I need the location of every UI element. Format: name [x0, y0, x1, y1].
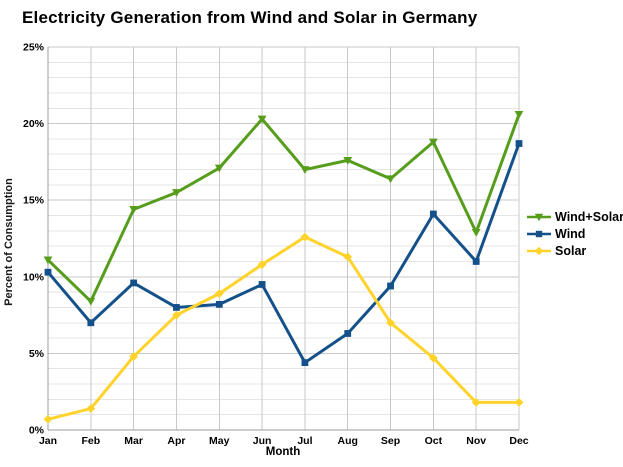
diamond-marker [129, 352, 139, 361]
triangle-marker [343, 156, 353, 165]
y-tick-label: 15% [23, 195, 45, 207]
diamond-marker [428, 353, 438, 363]
y-tick-label: 5% [29, 348, 45, 360]
square-marker [344, 330, 352, 337]
diamond-marker [43, 414, 53, 424]
square-marker [215, 300, 223, 308]
square-marker [301, 359, 309, 366]
x-tick-label: Feb [81, 435, 100, 447]
series-wind [44, 140, 523, 366]
x-tick-label: Jul [297, 435, 312, 447]
y-tick-label: 25% [23, 42, 45, 54]
triangle-marker [214, 164, 224, 173]
x-tick-label: Dec [509, 435, 528, 447]
square-marker [429, 210, 437, 218]
diamond-marker [471, 398, 481, 407]
diamond-marker [534, 246, 544, 256]
y-tick-label: 20% [23, 118, 45, 130]
diamond-marker [343, 252, 353, 262]
series-solar [43, 232, 524, 424]
square-marker [44, 268, 52, 276]
triangle-marker [514, 111, 524, 119]
square-marker [258, 281, 266, 288]
y-tick-label: 10% [23, 271, 45, 283]
chart-title: Electricity Generation from Wind and Sol… [22, 8, 478, 27]
x-tick-label: Oct [425, 435, 443, 447]
solar-line-marker-icon [527, 246, 551, 256]
x-axis-title: Month [265, 446, 301, 458]
series-line [46, 113, 521, 304]
x-tick-label: Nov [466, 435, 486, 447]
triangle-marker [471, 228, 481, 237]
x-tick-label: Jan [39, 435, 57, 447]
square-marker [472, 258, 480, 265]
square-marker [515, 140, 523, 147]
legend-item-solar: Solar [527, 244, 623, 258]
diamond-marker [300, 232, 310, 242]
series-line [46, 143, 521, 365]
triangle-marker [428, 138, 438, 147]
x-tick-label: May [209, 435, 230, 447]
diamond-marker [172, 310, 181, 320]
triangle-marker [534, 213, 544, 222]
diamond-marker [514, 398, 524, 407]
legend: Wind+Solar Wind Solar [527, 210, 623, 258]
triangle-marker [129, 205, 139, 214]
diamond-marker [257, 260, 267, 269]
series-wind-solar [43, 111, 524, 306]
y-tick-label: 0% [29, 425, 45, 437]
triangle-marker [386, 175, 395, 184]
triangle-marker [300, 166, 310, 174]
series-line [47, 235, 519, 421]
wind-solar-line-marker-icon [527, 213, 551, 222]
diamond-marker [386, 318, 395, 328]
legend-label-wind: Wind [555, 227, 586, 241]
x-tick-label: Jun [253, 435, 272, 447]
square-marker [130, 279, 138, 287]
legend-item-wind: Wind [527, 227, 623, 241]
square-marker [387, 282, 394, 290]
triangle-marker [86, 297, 96, 306]
triangle-marker [172, 189, 181, 197]
x-tick-label: Apr [167, 435, 185, 447]
square-marker [535, 230, 543, 238]
triangle-marker [257, 115, 267, 124]
legend-label-wind-solar: Wind+Solar [555, 210, 623, 224]
wind-line-marker-icon [527, 230, 551, 238]
legend-item-wind-solar: Wind+Solar [527, 210, 623, 224]
x-tick-label: Sep [381, 435, 400, 447]
x-tick-label: Aug [338, 435, 358, 447]
x-tick-label: Mar [124, 435, 143, 447]
legend-label-solar: Solar [555, 244, 587, 258]
square-marker [173, 304, 180, 311]
triangle-marker [43, 256, 53, 265]
diamond-marker [214, 289, 224, 299]
square-marker [87, 319, 95, 327]
diamond-marker [86, 404, 96, 413]
